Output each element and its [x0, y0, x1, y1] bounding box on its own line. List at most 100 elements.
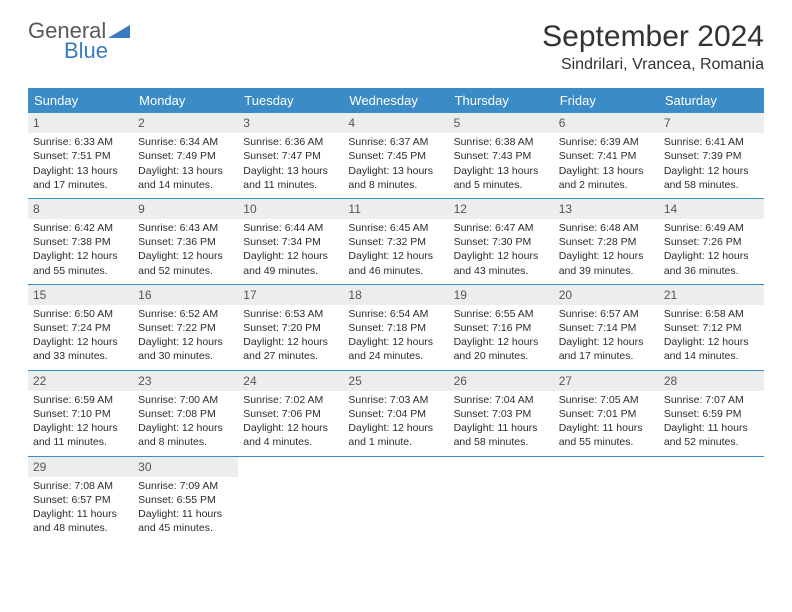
day-number: 4	[343, 113, 448, 133]
sunrise-text: Sunrise: 6:36 AM	[243, 135, 338, 149]
sunset-text: Sunset: 7:51 PM	[33, 149, 128, 163]
sunset-text: Sunset: 7:01 PM	[559, 407, 654, 421]
day-number: 19	[449, 285, 554, 305]
calendar-day-cell: 2Sunrise: 6:34 AMSunset: 7:49 PMDaylight…	[133, 113, 238, 198]
day-number: 21	[659, 285, 764, 305]
day-number: 2	[133, 113, 238, 133]
calendar-day-cell	[238, 457, 343, 542]
day-body: Sunrise: 6:41 AMSunset: 7:39 PMDaylight:…	[659, 133, 764, 198]
day-body: Sunrise: 7:05 AMSunset: 7:01 PMDaylight:…	[554, 391, 659, 456]
calendar-day-cell: 9Sunrise: 6:43 AMSunset: 7:36 PMDaylight…	[133, 199, 238, 284]
calendar-day-cell: 11Sunrise: 6:45 AMSunset: 7:32 PMDayligh…	[343, 199, 448, 284]
sunset-text: Sunset: 6:59 PM	[664, 407, 759, 421]
calendar-day-cell: 10Sunrise: 6:44 AMSunset: 7:34 PMDayligh…	[238, 199, 343, 284]
sunrise-text: Sunrise: 6:55 AM	[454, 307, 549, 321]
sunrise-text: Sunrise: 6:57 AM	[559, 307, 654, 321]
sunrise-text: Sunrise: 6:34 AM	[138, 135, 233, 149]
day-body: Sunrise: 6:36 AMSunset: 7:47 PMDaylight:…	[238, 133, 343, 198]
daylight-text: Daylight: 12 hours and 43 minutes.	[454, 249, 549, 277]
sunrise-text: Sunrise: 6:47 AM	[454, 221, 549, 235]
sunset-text: Sunset: 7:34 PM	[243, 235, 338, 249]
day-body: Sunrise: 6:39 AMSunset: 7:41 PMDaylight:…	[554, 133, 659, 198]
day-number: 9	[133, 199, 238, 219]
logo-text-blue: Blue	[64, 40, 130, 62]
sunset-text: Sunset: 7:32 PM	[348, 235, 443, 249]
day-body: Sunrise: 6:55 AMSunset: 7:16 PMDaylight:…	[449, 305, 554, 370]
calendar-week-row: 22Sunrise: 6:59 AMSunset: 7:10 PMDayligh…	[28, 370, 764, 456]
month-title: September 2024	[542, 20, 764, 54]
sunrise-text: Sunrise: 6:50 AM	[33, 307, 128, 321]
daylight-text: Daylight: 13 hours and 8 minutes.	[348, 164, 443, 192]
day-number: 3	[238, 113, 343, 133]
daylight-text: Daylight: 12 hours and 27 minutes.	[243, 335, 338, 363]
daylight-text: Daylight: 13 hours and 11 minutes.	[243, 164, 338, 192]
day-number: 24	[238, 371, 343, 391]
sunrise-text: Sunrise: 7:03 AM	[348, 393, 443, 407]
sunset-text: Sunset: 6:55 PM	[138, 493, 233, 507]
calendar-day-cell: 18Sunrise: 6:54 AMSunset: 7:18 PMDayligh…	[343, 285, 448, 370]
sunset-text: Sunset: 7:45 PM	[348, 149, 443, 163]
day-body: Sunrise: 6:34 AMSunset: 7:49 PMDaylight:…	[133, 133, 238, 198]
sunset-text: Sunset: 7:03 PM	[454, 407, 549, 421]
calendar-day-cell: 6Sunrise: 6:39 AMSunset: 7:41 PMDaylight…	[554, 113, 659, 198]
daylight-text: Daylight: 12 hours and 8 minutes.	[138, 421, 233, 449]
sunset-text: Sunset: 7:22 PM	[138, 321, 233, 335]
day-body: Sunrise: 6:47 AMSunset: 7:30 PMDaylight:…	[449, 219, 554, 284]
daylight-text: Daylight: 12 hours and 36 minutes.	[664, 249, 759, 277]
day-body: Sunrise: 6:59 AMSunset: 7:10 PMDaylight:…	[28, 391, 133, 456]
logo: General Blue	[28, 20, 130, 62]
day-body: Sunrise: 6:33 AMSunset: 7:51 PMDaylight:…	[28, 133, 133, 198]
sunset-text: Sunset: 7:06 PM	[243, 407, 338, 421]
daylight-text: Daylight: 12 hours and 39 minutes.	[559, 249, 654, 277]
daylight-text: Daylight: 11 hours and 45 minutes.	[138, 507, 233, 535]
day-body: Sunrise: 6:43 AMSunset: 7:36 PMDaylight:…	[133, 219, 238, 284]
day-number: 6	[554, 113, 659, 133]
day-header: Saturday	[659, 88, 764, 113]
day-body: Sunrise: 6:37 AMSunset: 7:45 PMDaylight:…	[343, 133, 448, 198]
day-number: 17	[238, 285, 343, 305]
day-body: Sunrise: 7:08 AMSunset: 6:57 PMDaylight:…	[28, 477, 133, 542]
calendar-day-cell: 4Sunrise: 6:37 AMSunset: 7:45 PMDaylight…	[343, 113, 448, 198]
calendar-day-cell: 30Sunrise: 7:09 AMSunset: 6:55 PMDayligh…	[133, 457, 238, 542]
sunrise-text: Sunrise: 6:45 AM	[348, 221, 443, 235]
sunset-text: Sunset: 7:08 PM	[138, 407, 233, 421]
calendar-day-cell	[554, 457, 659, 542]
day-number: 8	[28, 199, 133, 219]
calendar-week-row: 1Sunrise: 6:33 AMSunset: 7:51 PMDaylight…	[28, 113, 764, 198]
day-number: 22	[28, 371, 133, 391]
calendar-body: 1Sunrise: 6:33 AMSunset: 7:51 PMDaylight…	[28, 113, 764, 541]
sunset-text: Sunset: 7:18 PM	[348, 321, 443, 335]
sunrise-text: Sunrise: 7:07 AM	[664, 393, 759, 407]
day-body: Sunrise: 6:57 AMSunset: 7:14 PMDaylight:…	[554, 305, 659, 370]
sunrise-text: Sunrise: 6:39 AM	[559, 135, 654, 149]
day-body: Sunrise: 6:50 AMSunset: 7:24 PMDaylight:…	[28, 305, 133, 370]
calendar-day-cell: 22Sunrise: 6:59 AMSunset: 7:10 PMDayligh…	[28, 371, 133, 456]
day-number: 25	[343, 371, 448, 391]
day-number: 15	[28, 285, 133, 305]
day-body: Sunrise: 6:42 AMSunset: 7:38 PMDaylight:…	[28, 219, 133, 284]
sunset-text: Sunset: 7:14 PM	[559, 321, 654, 335]
calendar-day-cell: 28Sunrise: 7:07 AMSunset: 6:59 PMDayligh…	[659, 371, 764, 456]
sunset-text: Sunset: 7:47 PM	[243, 149, 338, 163]
sunset-text: Sunset: 7:24 PM	[33, 321, 128, 335]
daylight-text: Daylight: 12 hours and 33 minutes.	[33, 335, 128, 363]
day-body: Sunrise: 7:02 AMSunset: 7:06 PMDaylight:…	[238, 391, 343, 456]
calendar-header-row: Sunday Monday Tuesday Wednesday Thursday…	[28, 88, 764, 113]
sunrise-text: Sunrise: 7:04 AM	[454, 393, 549, 407]
calendar-day-cell	[343, 457, 448, 542]
sunset-text: Sunset: 7:26 PM	[664, 235, 759, 249]
calendar-day-cell	[659, 457, 764, 542]
sunrise-text: Sunrise: 7:05 AM	[559, 393, 654, 407]
sunrise-text: Sunrise: 6:49 AM	[664, 221, 759, 235]
day-body: Sunrise: 6:58 AMSunset: 7:12 PMDaylight:…	[659, 305, 764, 370]
daylight-text: Daylight: 12 hours and 1 minute.	[348, 421, 443, 449]
sunset-text: Sunset: 6:57 PM	[33, 493, 128, 507]
calendar-day-cell: 21Sunrise: 6:58 AMSunset: 7:12 PMDayligh…	[659, 285, 764, 370]
calendar-day-cell: 27Sunrise: 7:05 AMSunset: 7:01 PMDayligh…	[554, 371, 659, 456]
calendar-day-cell: 12Sunrise: 6:47 AMSunset: 7:30 PMDayligh…	[449, 199, 554, 284]
day-header: Tuesday	[238, 88, 343, 113]
calendar-day-cell: 8Sunrise: 6:42 AMSunset: 7:38 PMDaylight…	[28, 199, 133, 284]
calendar-day-cell: 7Sunrise: 6:41 AMSunset: 7:39 PMDaylight…	[659, 113, 764, 198]
daylight-text: Daylight: 12 hours and 14 minutes.	[664, 335, 759, 363]
sunrise-text: Sunrise: 6:37 AM	[348, 135, 443, 149]
